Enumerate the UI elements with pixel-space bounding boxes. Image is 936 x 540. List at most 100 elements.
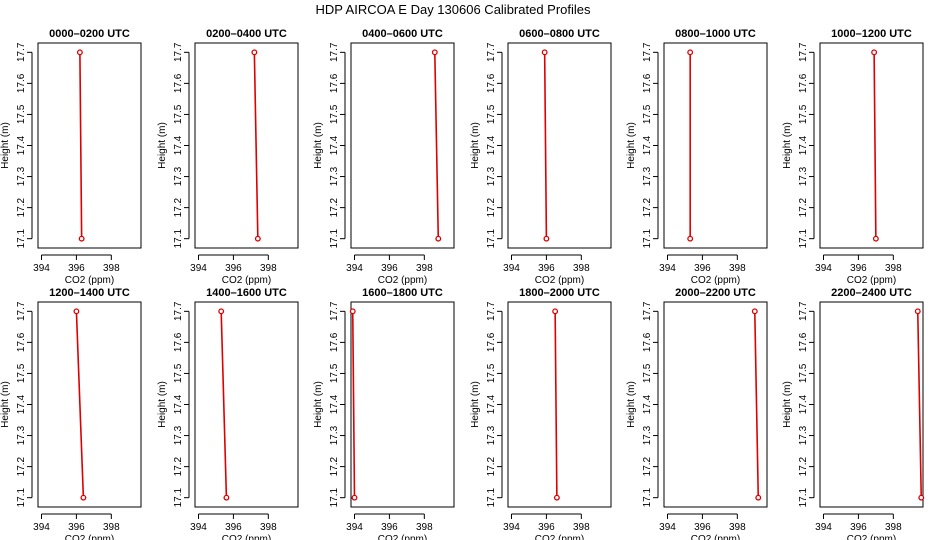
y-tick-label: 17.4 bbox=[486, 135, 497, 155]
panel-title: 1800–2000 UTC bbox=[519, 287, 600, 299]
plot-frame bbox=[819, 301, 924, 508]
y-tick-label: 17.2 bbox=[642, 197, 653, 217]
x-tick-label: 394 bbox=[33, 263, 50, 274]
y-tick-label: 17.6 bbox=[329, 73, 340, 93]
profile-point bbox=[541, 49, 548, 56]
profile-point bbox=[871, 49, 878, 56]
profile-line bbox=[220, 311, 228, 498]
y-tick-label: 17.2 bbox=[173, 456, 184, 476]
y-tick-label: 17.2 bbox=[329, 197, 340, 217]
y-tick-label: 17.1 bbox=[16, 229, 27, 249]
y-axis-label: Height (m) bbox=[313, 122, 324, 169]
x-tick-label: 398 bbox=[885, 263, 902, 274]
profile-point bbox=[755, 494, 762, 501]
y-tick-label: 17.7 bbox=[173, 42, 184, 62]
profile-point bbox=[254, 235, 261, 242]
x-axis-label: CO2 (ppm) bbox=[535, 534, 584, 540]
plot-frame bbox=[350, 42, 455, 249]
panel-title: 2000–2200 UTC bbox=[675, 287, 756, 299]
y-tick-label: 17.2 bbox=[798, 197, 809, 217]
x-tick-label: 398 bbox=[573, 263, 590, 274]
y-tick-label: 17.4 bbox=[798, 394, 809, 414]
panel-title: 1200–1400 UTC bbox=[49, 287, 130, 299]
x-tick-label: 398 bbox=[729, 522, 746, 533]
panel-title: 2200–2400 UTC bbox=[831, 287, 912, 299]
y-tick-label: 17.6 bbox=[16, 73, 27, 93]
plot-frame bbox=[507, 301, 612, 508]
profile-line bbox=[554, 311, 558, 498]
y-tick-label: 17.4 bbox=[798, 135, 809, 155]
y-tick-label: 17.1 bbox=[642, 488, 653, 508]
x-tick-label: 396 bbox=[381, 522, 398, 533]
y-axis-label: Height (m) bbox=[782, 122, 793, 169]
y-tick-label: 17.7 bbox=[486, 42, 497, 62]
x-tick-label: 396 bbox=[850, 263, 867, 274]
x-tick-label: 396 bbox=[225, 263, 242, 274]
y-tick-label: 17.5 bbox=[642, 104, 653, 124]
plot-frame bbox=[37, 301, 142, 508]
x-tick-label: 398 bbox=[416, 522, 433, 533]
y-tick-label: 17.3 bbox=[16, 166, 27, 186]
y-tick-label: 17.4 bbox=[329, 394, 340, 414]
x-axis-label: CO2 (ppm) bbox=[222, 275, 271, 286]
y-tick-label: 17.7 bbox=[329, 42, 340, 62]
x-tick-label: 394 bbox=[659, 522, 676, 533]
x-axis-label: CO2 (ppm) bbox=[691, 534, 740, 540]
x-tick-label: 394 bbox=[346, 522, 363, 533]
panel-title: 1600–1800 UTC bbox=[362, 287, 443, 299]
plot-frame bbox=[663, 42, 768, 249]
y-tick-label: 17.7 bbox=[642, 301, 653, 321]
x-axis-label: CO2 (ppm) bbox=[65, 534, 114, 540]
y-tick-label: 17.2 bbox=[642, 456, 653, 476]
profile-point bbox=[76, 49, 83, 56]
profile-point bbox=[872, 235, 879, 242]
plot-frame bbox=[350, 301, 455, 508]
y-tick-label: 17.7 bbox=[16, 301, 27, 321]
y-tick-label: 17.1 bbox=[642, 229, 653, 249]
plot-frame bbox=[37, 42, 142, 249]
profile-point bbox=[543, 235, 550, 242]
x-tick-label: 394 bbox=[815, 263, 832, 274]
profile-point bbox=[435, 235, 442, 242]
profile-point bbox=[751, 308, 758, 315]
y-tick-label: 17.3 bbox=[486, 425, 497, 445]
profile-point bbox=[431, 49, 438, 56]
y-tick-label: 17.2 bbox=[486, 456, 497, 476]
y-tick-label: 17.1 bbox=[798, 229, 809, 249]
profile-line bbox=[753, 311, 760, 498]
x-tick-label: 398 bbox=[573, 522, 590, 533]
y-tick-label: 17.6 bbox=[798, 73, 809, 93]
y-tick-label: 17.6 bbox=[329, 332, 340, 352]
profile-line bbox=[75, 311, 85, 498]
profile-line bbox=[873, 52, 877, 239]
profile-point bbox=[80, 494, 87, 501]
y-axis-label: Height (m) bbox=[313, 381, 324, 428]
y-tick-label: 17.1 bbox=[329, 229, 340, 249]
y-tick-label: 17.7 bbox=[329, 301, 340, 321]
y-axis-label: Height (m) bbox=[782, 381, 793, 428]
y-tick-label: 17.3 bbox=[642, 425, 653, 445]
x-axis-label: CO2 (ppm) bbox=[378, 275, 427, 286]
y-tick-label: 17.5 bbox=[173, 104, 184, 124]
plot-frame bbox=[507, 42, 612, 249]
x-tick-label: 394 bbox=[346, 263, 363, 274]
y-tick-label: 17.4 bbox=[329, 135, 340, 155]
y-tick-label: 17.4 bbox=[16, 135, 27, 155]
plot-frame bbox=[194, 42, 299, 249]
x-tick-label: 394 bbox=[190, 263, 207, 274]
x-tick-label: 396 bbox=[694, 263, 711, 274]
y-tick-label: 17.1 bbox=[173, 229, 184, 249]
x-tick-label: 396 bbox=[225, 522, 242, 533]
x-tick-label: 394 bbox=[33, 522, 50, 533]
profile-point bbox=[351, 494, 358, 501]
x-tick-label: 398 bbox=[260, 522, 277, 533]
y-tick-label: 17.7 bbox=[173, 301, 184, 321]
x-tick-label: 394 bbox=[815, 522, 832, 533]
profile-point bbox=[918, 494, 925, 501]
